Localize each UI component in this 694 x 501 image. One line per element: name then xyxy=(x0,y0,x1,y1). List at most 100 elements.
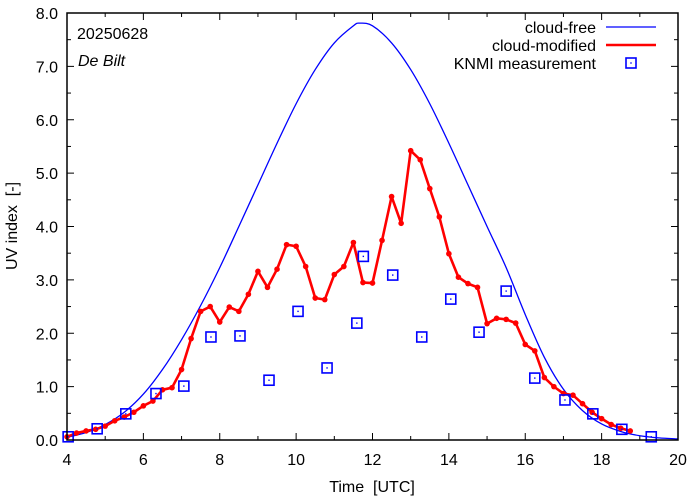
data-point-knmi-measurement xyxy=(444,293,457,305)
data-point-knmi-measurement xyxy=(120,408,132,420)
x-tick-label: 16 xyxy=(516,452,534,469)
y-tick-label: 6.0 xyxy=(36,113,58,130)
measurement-square xyxy=(263,374,275,387)
data-point-cloud-modified xyxy=(503,316,509,323)
series-layer xyxy=(62,22,679,443)
measurement-dot xyxy=(505,290,507,292)
data-point-cloud-modified xyxy=(426,185,433,192)
y-tick-label: 0.0 xyxy=(36,433,58,450)
data-point-cloud-modified xyxy=(111,417,118,424)
data-point-cloud-modified xyxy=(522,341,529,348)
x-tick-label: 10 xyxy=(287,452,305,469)
data-point-cloud-modified xyxy=(236,308,242,315)
legend-label-cloud-free: cloud-free xyxy=(525,20,596,37)
measurement-dot xyxy=(268,379,270,381)
measurement-square xyxy=(500,285,512,297)
measurement-square xyxy=(178,380,190,392)
legend-label-knmi-measurement: KNMI measurement xyxy=(454,56,597,73)
data-point-cloud-modified xyxy=(197,308,204,315)
measurement-dot xyxy=(96,428,98,430)
measurement-dot xyxy=(356,322,358,324)
data-point-cloud-modified xyxy=(350,239,357,246)
measurement-square xyxy=(386,269,399,281)
data-point-knmi-measurement xyxy=(645,430,658,443)
data-point-cloud-modified xyxy=(598,415,605,422)
data-point-cloud-modified xyxy=(360,279,366,286)
data-point-knmi-measurement xyxy=(587,408,599,420)
measurement-dot xyxy=(621,428,623,431)
x-tick-label: 12 xyxy=(364,452,382,469)
data-point-knmi-measurement xyxy=(559,394,571,406)
y-tick-label: 2.0 xyxy=(36,326,58,343)
x-tick-label: 4 xyxy=(63,452,72,469)
measurement-square xyxy=(205,331,217,343)
measurement-square xyxy=(645,430,658,443)
data-point-knmi-measurement xyxy=(415,331,428,343)
measurement-square xyxy=(351,317,363,329)
data-point-cloud-modified xyxy=(102,423,108,429)
station-annotation: De Bilt xyxy=(78,53,126,70)
measurement-dot xyxy=(297,310,299,313)
x-tick-label: 14 xyxy=(440,452,458,469)
measurement-square xyxy=(234,330,246,342)
legend-item-cloud-free: cloud-free xyxy=(525,20,656,37)
x-tick-label: 18 xyxy=(593,452,611,469)
data-point-cloud-modified xyxy=(417,156,424,163)
data-point-knmi-measurement xyxy=(178,380,190,392)
data-point-cloud-modified xyxy=(589,409,595,416)
measurement-square xyxy=(357,250,370,263)
data-point-cloud-modified xyxy=(83,428,89,434)
x-tick-label: 8 xyxy=(215,452,224,469)
measurement-square xyxy=(321,362,333,374)
data-point-knmi-measurement xyxy=(386,269,399,281)
data-point-cloud-modified xyxy=(245,291,252,298)
data-point-cloud-modified xyxy=(169,384,175,391)
y-tick-label: 1.0 xyxy=(36,380,58,397)
y-tick-label: 5.0 xyxy=(36,166,58,183)
data-point-cloud-modified xyxy=(331,271,338,278)
y-tick-label: 8.0 xyxy=(36,6,58,23)
data-point-cloud-modified xyxy=(627,428,634,434)
measurement-square xyxy=(528,372,541,384)
data-point-cloud-modified xyxy=(216,319,223,325)
data-point-cloud-modified xyxy=(312,295,319,301)
measurement-square xyxy=(444,293,457,305)
data-point-knmi-measurement xyxy=(616,423,628,436)
data-point-cloud-modified xyxy=(608,421,614,428)
measurement-dot xyxy=(183,385,185,387)
data-point-cloud-modified xyxy=(283,241,290,248)
data-point-cloud-modified xyxy=(541,374,548,381)
data-point-knmi-measurement xyxy=(473,326,485,338)
data-point-knmi-measurement xyxy=(91,422,103,435)
measurement-dot xyxy=(362,255,365,258)
measurement-dot xyxy=(239,335,241,337)
data-point-cloud-modified xyxy=(178,366,185,373)
data-point-cloud-modified xyxy=(302,263,309,270)
y-tick-label: 4.0 xyxy=(36,220,58,237)
data-point-knmi-measurement xyxy=(234,330,246,342)
y-tick-label: 7.0 xyxy=(36,59,58,76)
measurement-square xyxy=(559,394,571,406)
data-point-cloud-modified xyxy=(474,284,481,291)
measurement-dot xyxy=(67,436,69,438)
legend-swatch-knmi-square-icon xyxy=(625,57,637,69)
x-tick-label: 6 xyxy=(139,452,148,469)
measurement-square xyxy=(91,422,103,435)
data-point-cloud-modified xyxy=(579,400,586,407)
measurement-dot xyxy=(478,331,480,333)
data-point-knmi-measurement xyxy=(351,317,363,329)
data-point-cloud-modified xyxy=(274,266,280,273)
x-tick-label: 20 xyxy=(669,452,687,469)
measurement-dot xyxy=(392,274,394,276)
measurement-dot xyxy=(650,436,652,438)
data-point-cloud-modified xyxy=(341,263,347,270)
data-point-knmi-measurement xyxy=(62,430,74,443)
x-axis-label: Time [UTC] xyxy=(329,479,415,496)
data-point-cloud-modified xyxy=(465,280,471,287)
data-point-cloud-modified xyxy=(617,425,624,432)
data-point-cloud-modified xyxy=(73,430,80,436)
data-point-cloud-modified xyxy=(226,304,233,310)
series-line-cloud-free xyxy=(66,22,679,440)
data-point-cloud-modified xyxy=(551,383,557,390)
data-point-cloud-modified xyxy=(369,280,376,286)
